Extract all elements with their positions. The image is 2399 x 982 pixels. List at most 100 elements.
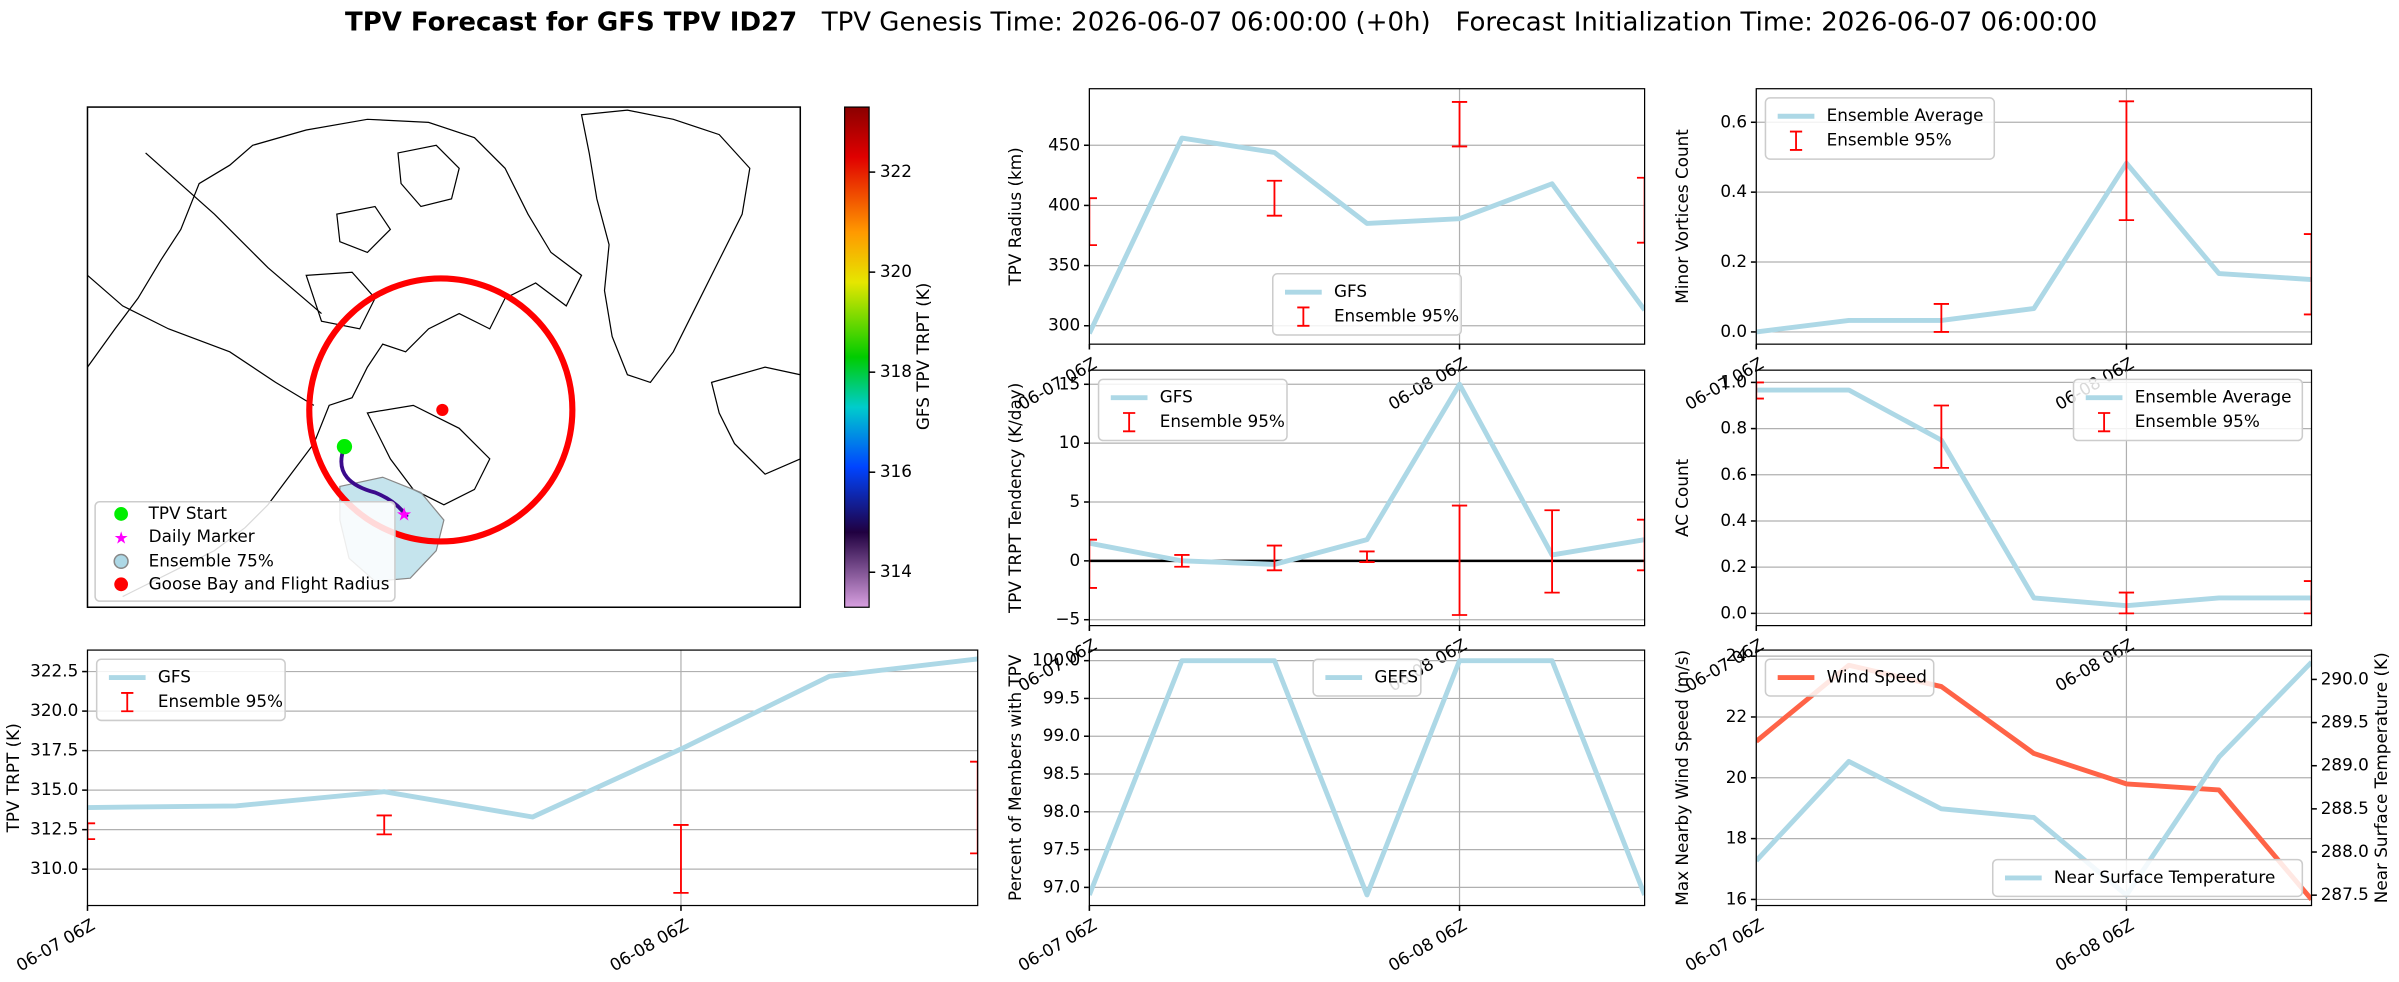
legend: GFS Ensemble 95% xyxy=(1272,273,1462,336)
axes-frame xyxy=(1755,649,2313,907)
error-bar xyxy=(1266,544,1283,572)
y2-axis-label: Near Surface Temperature (K) xyxy=(2371,652,2391,903)
error-bar xyxy=(1544,509,1560,594)
error-bar xyxy=(1174,554,1190,568)
axes-frame xyxy=(1088,88,1646,345)
error-bar xyxy=(1756,381,1764,400)
legend-box xyxy=(2072,378,2304,442)
y-tick-label: 0.0 xyxy=(1720,602,1747,622)
y-tick-label: 0.6 xyxy=(1720,464,1747,484)
axes-frame xyxy=(86,649,979,907)
y-tick-label: 20 xyxy=(1726,767,1747,787)
y-tick-label: 350 xyxy=(1048,255,1080,275)
legend-label: GFS xyxy=(1160,387,1193,407)
y2-tick-label: 290.0 xyxy=(2321,668,2369,688)
svg-text:★: ★ xyxy=(114,527,129,547)
legend-swatch xyxy=(1789,130,1803,151)
y-tick-label: 24 xyxy=(1726,645,1747,665)
axes-frame xyxy=(1088,369,1646,627)
y-tick-label: 1.0 xyxy=(1720,371,1747,391)
axes-frame xyxy=(1755,369,2313,627)
y-axis-label: TPV Radius (km) xyxy=(1005,147,1025,286)
axes-frame xyxy=(1755,88,2313,345)
y-tick-label: 5 xyxy=(1069,491,1080,511)
y-axis-label: Max Nearby Wind Speed (m/s) xyxy=(1672,650,1692,906)
error-bar xyxy=(2303,233,2312,316)
error-bar xyxy=(2118,100,2135,222)
error-bar xyxy=(1636,176,1645,244)
y-tick-label: 300 xyxy=(1048,315,1080,335)
legend-swatch xyxy=(121,691,134,713)
legend: Near Surface Temperature xyxy=(1991,858,2304,898)
y-tick-label: −5 xyxy=(1055,609,1080,629)
y-tick-label: 15 xyxy=(1059,373,1080,393)
legend-label: Ensemble Average xyxy=(1827,105,1984,125)
x-tick-label: 06-07 06Z xyxy=(1681,914,1766,975)
figure-title: TPV Forecast for GFS TPV ID27 xyxy=(345,7,797,37)
plot-area xyxy=(1089,381,1645,616)
y-tick-label: 400 xyxy=(1048,194,1080,214)
error-bar xyxy=(1636,518,1645,572)
y-tick-label: 99.5 xyxy=(1043,687,1080,707)
error-bar xyxy=(1933,303,1950,333)
legend-swatch xyxy=(2097,412,2111,433)
plot-area xyxy=(1089,658,1645,898)
series-line xyxy=(1756,387,2312,609)
y-tick-label: 0.4 xyxy=(1720,181,1747,201)
error-bar xyxy=(1451,504,1468,616)
legend-swatch xyxy=(1297,306,1310,327)
y-axis-label: TPV TRPT (K) xyxy=(3,723,23,833)
y-tick-label: 0.2 xyxy=(1720,251,1747,271)
legend-label: Ensemble 95% xyxy=(1827,130,1952,150)
legend-label: Near Surface Temperature xyxy=(2054,867,2275,887)
error-bar xyxy=(970,760,978,855)
legend-swatch xyxy=(1123,412,1136,433)
error-bar xyxy=(376,814,392,836)
x-tick-label: 06-08 06Z xyxy=(1385,914,1470,975)
series-line xyxy=(87,656,978,820)
y-tick-label: 16 xyxy=(1726,888,1747,908)
y-tick-label: 0.8 xyxy=(1720,418,1747,438)
y-axis-label: TPV TRPT Tendency (K/day) xyxy=(1005,383,1025,614)
map-frame xyxy=(86,106,802,609)
y-tick-label: 18 xyxy=(1726,828,1747,848)
x-tick-label: 06-07 06Z xyxy=(13,914,98,975)
y2-tick-label: 289.0 xyxy=(2321,755,2369,775)
map-legend: ★ TPV Start Daily Marker Ensemble 75% Go… xyxy=(94,500,396,602)
x-tick-label: 06-07 06Z xyxy=(1015,914,1100,975)
y-tick-label: 99.0 xyxy=(1043,725,1080,745)
series-line xyxy=(1089,135,1645,335)
x-tick-label: 06-08 06Z xyxy=(606,914,691,975)
x-tick-label: 06-07 06Z xyxy=(1681,634,1766,695)
legend: GFS Ensemble 95% xyxy=(95,658,286,722)
legend-box xyxy=(1097,378,1288,442)
y-axis-label: Minor Vortices Count xyxy=(1672,129,1692,304)
legend-label: GEFS xyxy=(1374,667,1418,687)
legend-label: Ensemble 95% xyxy=(2135,411,2260,431)
colorbar-label: GFS TPV TRPT (K) xyxy=(913,283,933,431)
y2-tick-label: 287.5 xyxy=(2321,884,2369,904)
series-line xyxy=(1089,658,1645,898)
error-bar xyxy=(1451,101,1468,148)
y-tick-label: 310.0 xyxy=(30,858,78,878)
figure-subtitle: TPV Genesis Time: 2026-06-07 06:00:00 (+… xyxy=(821,7,2098,37)
error-bar xyxy=(87,822,96,841)
y-tick-label: 97.0 xyxy=(1043,876,1080,896)
error-bar xyxy=(1933,404,1950,469)
x-tick-label: 06-08 06Z xyxy=(2052,634,2137,695)
y-tick-label: 317.5 xyxy=(30,740,78,760)
y-tick-label: 22 xyxy=(1726,706,1747,726)
legend-box xyxy=(1764,97,1996,160)
y-tick-label: 98.5 xyxy=(1043,763,1080,783)
y-tick-label: 98.0 xyxy=(1043,801,1080,821)
y-tick-label: 320.0 xyxy=(30,700,78,720)
legend: GFS Ensemble 95% xyxy=(1097,378,1288,442)
plot-area xyxy=(1756,381,2312,615)
series-line xyxy=(1756,160,2312,335)
legend: Wind Speed xyxy=(1764,658,1935,697)
colorbar-tick-label: 314 xyxy=(880,561,912,581)
y2-tick-label: 289.5 xyxy=(2321,712,2369,732)
y2-tick-label: 288.5 xyxy=(2321,798,2369,818)
error-bar xyxy=(2118,591,2135,615)
